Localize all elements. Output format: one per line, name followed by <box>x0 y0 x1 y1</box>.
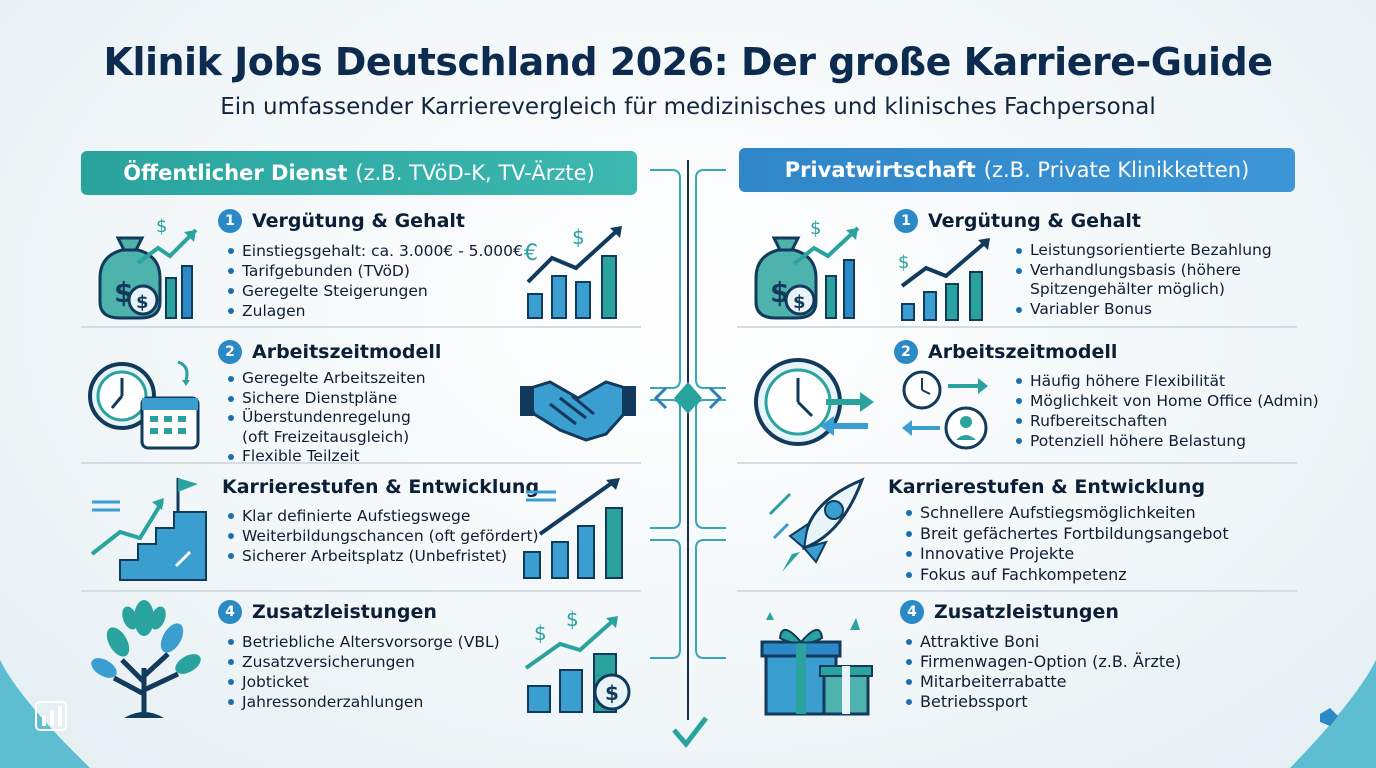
section-number-badge: 2 <box>218 340 242 364</box>
list-item: Fokus auf Fachkompetenz <box>904 565 1229 586</box>
list-item: Mitarbeiterrabatte <box>904 672 1181 692</box>
list-item: Attraktive Boni <box>904 632 1181 652</box>
list-item: Geregelte Steigerungen <box>226 281 523 301</box>
svg-text:$: $ <box>566 607 579 631</box>
list-item: Zulagen <box>226 301 523 321</box>
rocket-icon <box>768 477 865 572</box>
list-item: (oft Freizeitausgleich) <box>242 427 410 446</box>
svg-text:$: $ <box>605 681 619 705</box>
right-section-2-bullets: Häufig höhere Flexibilität Möglichkeit v… <box>1014 371 1319 451</box>
svg-text:$: $ <box>534 621 547 645</box>
list-item: Häufig höhere Flexibilität <box>1014 371 1319 391</box>
money-bag-growth-icon: $ $ $ <box>754 218 860 320</box>
list-item: Jahressonderzahlungen <box>226 692 500 712</box>
clock-calendar-icon <box>88 360 200 450</box>
svg-text:$: $ <box>136 292 149 313</box>
list-item: Spitzengehälter möglich) <box>1030 280 1225 298</box>
svg-text:$: $ <box>810 218 821 239</box>
list-item: Einstiegsgehalt: ca. 3.000€ - 5.000€ <box>226 241 523 261</box>
section-number-badge: 2 <box>894 340 918 364</box>
right-section-1-title: 1 Vergütung & Gehalt <box>894 209 1141 233</box>
divider <box>81 326 641 328</box>
list-item: Breit gefächertes Fortbildungsangebot <box>904 524 1229 545</box>
gift-boxes-icon <box>760 612 873 716</box>
list-item: Betriebliche Altersvorsorge (VBL) <box>226 632 500 652</box>
right-header-bold: Privatwirtschaft <box>784 158 976 182</box>
handshake-icon <box>520 380 636 442</box>
coin-bar-chart-icon: $ $ $ <box>524 607 631 713</box>
center-connector-graphic <box>650 160 726 748</box>
left-column-header: Öffentlicher Dienst (z.B. TVöD-K, TV-Ärz… <box>81 151 637 195</box>
divider <box>737 326 1297 328</box>
list-item: Leistungsorientierte Bezahlung <box>1014 241 1272 261</box>
list-item: Möglichkeit von Home Office (Admin) <box>1014 391 1319 411</box>
list-item: Verhandlungsbasis (höhere <box>1014 261 1272 281</box>
list-item: Schnellere Aufstiegsmöglichkeiten <box>904 503 1229 524</box>
left-section-3-bullets: Klar definierte Aufstiegswege Weiterbild… <box>226 506 539 566</box>
list-item: Zusatzversicherungen <box>226 652 500 672</box>
list-item: Potenziell höhere Belastung <box>1014 431 1319 451</box>
right-section-3-bullets: Schnellere Aufstiegsmöglichkeiten Breit … <box>904 503 1229 585</box>
list-item: Jobticket <box>226 672 500 692</box>
divider <box>81 462 641 464</box>
right-section-2-title: 2 Arbeitszeitmodell <box>894 340 1117 364</box>
divider <box>737 462 1297 464</box>
svg-text:$: $ <box>572 225 585 249</box>
flexibility-home-icon <box>902 370 988 450</box>
list-item: Innovative Projekte <box>904 544 1229 565</box>
left-section-1-bullets: Einstiegsgehalt: ca. 3.000€ - 5.000€ Tar… <box>226 241 523 321</box>
svg-text:€: € <box>524 241 538 266</box>
clock-arrows-icon <box>754 358 874 446</box>
svg-text:$: $ <box>898 252 909 273</box>
left-section-2-bullets: Geregelte Arbeitszeiten Sichere Dienstpl… <box>226 369 426 467</box>
section-number-badge: 4 <box>900 600 924 624</box>
list-item: Geregelte Arbeitszeiten <box>226 369 426 389</box>
left-section-3-title: Karrierestufen & Entwicklung <box>222 476 540 498</box>
left-section-4-bullets: Betriebliche Altersvorsorge (VBL) Zusatz… <box>226 632 500 712</box>
right-section-3-title: Karrierestufen & Entwicklung <box>888 476 1206 498</box>
money-bag-growth-icon: $ $ $ <box>98 216 198 320</box>
left-header-light: (z.B. TVöD-K, TV-Ärzte) <box>355 161 595 185</box>
list-item: Sicherer Arbeitsplatz (Unbefristet) <box>226 546 539 566</box>
list-item: Überstundenregelung <box>226 408 426 428</box>
list-item: Firmenwagen-Option (z.B. Ärzte) <box>904 652 1181 672</box>
left-section-2-title: 2 Arbeitszeitmodell <box>218 340 441 364</box>
tree-growth-icon <box>91 600 201 718</box>
list-item: Klar definierte Aufstiegswege <box>226 506 539 526</box>
list-item: Weiterbildungschancen (oft gefördert) <box>226 526 539 546</box>
svg-text:$: $ <box>156 216 167 237</box>
section-number-badge: 1 <box>218 209 242 233</box>
right-section-4-title: 4 Zusatzleistungen <box>900 600 1119 624</box>
bar-chart-growth-icon: $ <box>898 238 990 321</box>
section-number-badge: 1 <box>894 209 918 233</box>
stairs-flag-icon <box>90 478 207 581</box>
divider <box>737 590 1297 592</box>
svg-text:$: $ <box>793 292 806 313</box>
right-section-1-bullets: Leistungsorientierte Bezahlung Verhandlu… <box>1014 241 1272 319</box>
left-section-1-title: 1 Vergütung & Gehalt <box>218 209 465 233</box>
rising-bar-chart-icon <box>523 478 623 579</box>
list-item: Betriebssport <box>904 692 1181 712</box>
euro-bar-chart-icon: € $ <box>524 225 622 319</box>
divider <box>81 590 641 592</box>
page-subtitle: Ein umfassender Karrierevergleich für me… <box>220 94 1156 120</box>
list-item: Variabler Bonus <box>1014 300 1272 320</box>
bottom-left-chart-decoration <box>0 660 90 768</box>
right-header-light: (z.B. Private Klinikketten) <box>983 158 1250 182</box>
section-number-badge: 4 <box>218 600 242 624</box>
left-header-bold: Öffentlicher Dienst <box>123 161 348 185</box>
page-title: Klinik Jobs Deutschland 2026: Der große … <box>103 40 1274 84</box>
list-item: Flexible Teilzeit <box>226 447 426 467</box>
list-item: Sichere Dienstpläne <box>226 389 426 409</box>
right-section-4-bullets: Attraktive Boni Firmenwagen-Option (z.B.… <box>904 632 1181 712</box>
list-item: Tarifgebunden (TVöD) <box>226 261 523 281</box>
left-section-4-title: 4 Zusatzleistungen <box>218 600 437 624</box>
right-column-header: Privatwirtschaft (z.B. Private Klinikket… <box>739 148 1295 192</box>
bottom-right-decoration <box>1290 660 1376 768</box>
list-item: Rufbereitschaften <box>1014 411 1319 431</box>
